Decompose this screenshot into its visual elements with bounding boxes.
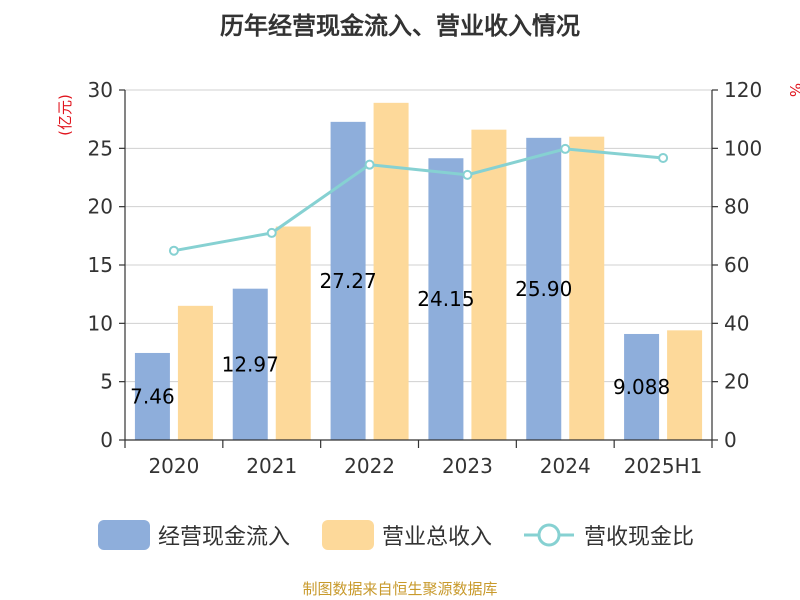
legend-line-icon xyxy=(524,523,574,547)
data-label-cash-inflow: 24.15 xyxy=(417,287,474,311)
x-tick-label: 2024 xyxy=(540,454,591,478)
bar-revenue xyxy=(471,129,507,440)
x-tick-label: 2023 xyxy=(442,454,493,478)
ratio-point xyxy=(364,159,375,170)
ratio-point xyxy=(462,169,473,180)
y-right-tick-label: 80 xyxy=(724,195,749,219)
y-left-tick-label: 25 xyxy=(88,136,113,160)
bar-cash-inflow xyxy=(624,333,660,440)
bar-revenue xyxy=(667,330,703,440)
ratio-line xyxy=(173,147,664,253)
bar-cash-inflow xyxy=(232,288,268,440)
y-right-tick-label: 100 xyxy=(724,136,762,160)
y-right-unit: % xyxy=(786,83,800,97)
ratio-point xyxy=(266,227,277,238)
axes-group: 0 5 10 15 20 25 30 0 20 40 60 80 100 120 2020 2021 2022 2… xyxy=(88,78,763,478)
data-label-cash-inflow: 9.088 xyxy=(613,375,670,399)
legend-item-ratio[interactable]: 营收现金比 xyxy=(522,518,694,552)
bar-cash-inflow xyxy=(428,158,464,440)
grid-lines xyxy=(125,89,712,383)
y-left-unit: (亿元) xyxy=(56,94,74,136)
y-right-tick-label: 60 xyxy=(724,253,749,277)
bar-cash-inflow xyxy=(526,137,562,441)
y-left-tick-label: 15 xyxy=(88,253,113,277)
chart-title: 历年经营现金流入、营业收入情况 xyxy=(220,12,580,40)
bars-group xyxy=(134,102,703,441)
legend-item-revenue[interactable]: 营业总收入 xyxy=(322,518,492,552)
y-left-tick-label: 10 xyxy=(88,311,113,335)
ratio-point xyxy=(168,245,179,256)
data-label-cash-inflow: 27.27 xyxy=(319,269,376,293)
y-left-tick-label: 0 xyxy=(100,428,113,452)
legend-label-ratio: 营收现金比 xyxy=(584,525,695,550)
ratio-point xyxy=(560,143,571,154)
x-tick-label: 2020 xyxy=(148,454,199,478)
bar-revenue xyxy=(275,226,311,440)
bar-cash-inflow xyxy=(134,352,170,440)
source-footer: 制图数据来自恒生聚源数据库 xyxy=(302,580,498,598)
bar-revenue xyxy=(569,136,605,440)
y-left-tick-label: 5 xyxy=(100,370,113,394)
data-label-cash-inflow: 7.46 xyxy=(130,384,175,408)
legend: 经营现金流入 营业总收入 营收现金比 xyxy=(0,518,800,552)
y-right-tick-label: 40 xyxy=(724,311,749,335)
x-tick-label: 2021 xyxy=(246,454,297,478)
bar-cash-inflow xyxy=(330,121,366,440)
y-right-tick-label: 20 xyxy=(724,370,749,394)
y-left-tick-label: 20 xyxy=(88,195,113,219)
legend-item-cash-inflow[interactable]: 经营现金流入 xyxy=(98,518,290,552)
ratio-point xyxy=(658,152,669,163)
y-right-tick-label: 0 xyxy=(724,428,737,452)
bar-revenue xyxy=(177,305,213,440)
x-tick-label: 2022 xyxy=(344,454,395,478)
legend-label-revenue: 营业总收入 xyxy=(382,525,493,550)
ratio-line-group xyxy=(168,143,669,256)
x-tick-label: 2025H1 xyxy=(624,454,703,478)
legend-label-cash-inflow: 经营现金流入 xyxy=(158,525,291,550)
y-right-tick-label: 120 xyxy=(724,78,762,102)
data-label-cash-inflow: 12.97 xyxy=(222,352,279,376)
y-left-tick-label: 30 xyxy=(88,78,113,102)
data-labels-group: 7.46 12.97 27.27 24.15 25.90 9.088 xyxy=(130,269,670,409)
data-label-cash-inflow: 25.90 xyxy=(515,277,572,301)
legend-swatch-revenue xyxy=(322,520,374,550)
legend-swatch-cash-inflow xyxy=(98,520,150,550)
bar-revenue xyxy=(373,102,409,440)
